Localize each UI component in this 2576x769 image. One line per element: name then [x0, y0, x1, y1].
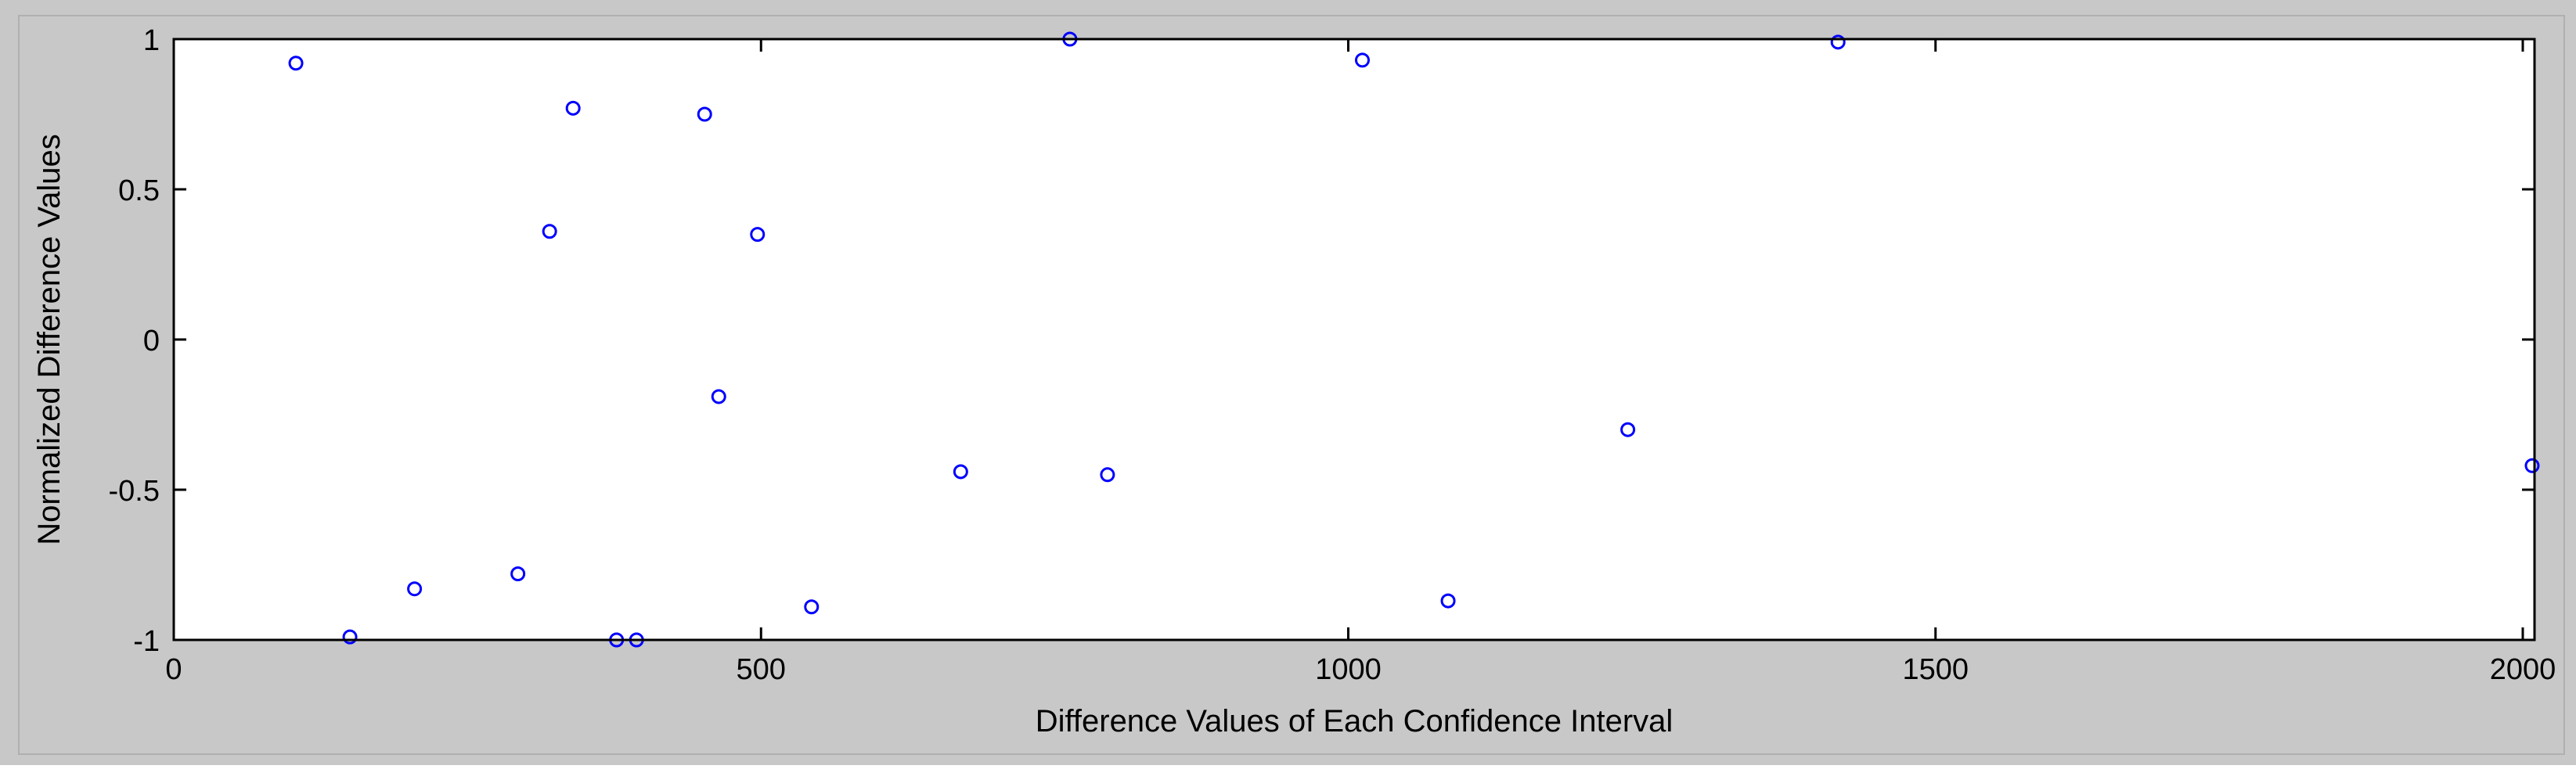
data-points — [288, 31, 2540, 648]
data-point — [697, 106, 712, 122]
tick-labels: 0 500 1000 1500 2000 1 0.5 0 -0.5 -1 — [109, 24, 2556, 686]
data-point — [750, 227, 766, 243]
data-point — [288, 56, 304, 71]
y-tick-label: 0.5 — [118, 174, 160, 207]
x-tick-label: 500 — [737, 653, 786, 686]
figure-border — [18, 15, 2565, 755]
data-point — [804, 599, 820, 615]
data-point — [2524, 458, 2540, 473]
x-tick-label: 1500 — [1902, 653, 1969, 686]
y-tick-label: 0 — [143, 325, 160, 358]
data-point — [1440, 593, 1456, 609]
data-point — [342, 629, 358, 645]
x-tick-label: 0 — [165, 653, 182, 686]
data-point — [1830, 34, 1846, 50]
x-tick-label: 2000 — [2490, 653, 2556, 686]
data-point — [407, 581, 423, 597]
y-tick-label: 1 — [143, 24, 160, 57]
y-tick-label: -1 — [133, 625, 160, 658]
data-point — [510, 566, 526, 582]
data-point — [1355, 52, 1371, 68]
data-point — [953, 464, 968, 480]
data-point — [711, 389, 726, 404]
data-point — [1620, 422, 1636, 437]
y-tick-label: -0.5 — [109, 475, 160, 508]
data-point — [565, 100, 581, 116]
x-axis-label: Difference Values of Each Confidence Int… — [1036, 704, 1673, 738]
axes-frame — [172, 38, 2536, 641]
data-point — [542, 224, 557, 239]
plot-area — [174, 39, 2535, 640]
x-tick-label: 1000 — [1315, 653, 1382, 686]
data-point — [1100, 467, 1115, 483]
y-axis-label: Normalized Difference Values — [32, 134, 67, 544]
